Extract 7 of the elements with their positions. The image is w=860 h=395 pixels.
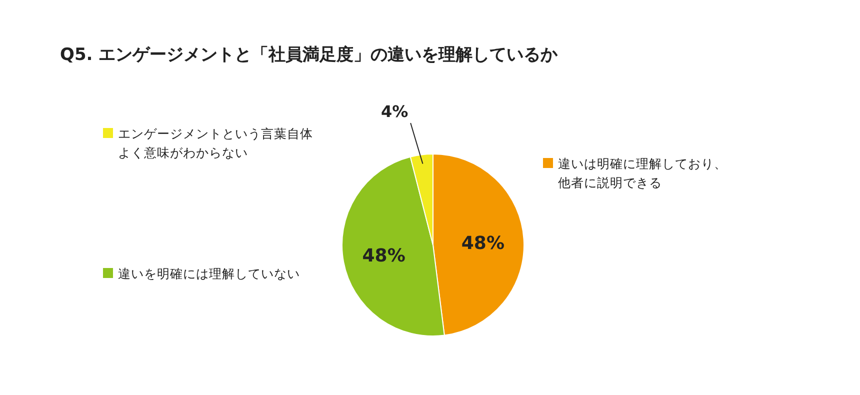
legend-label: 違いは明確に理解しており、他者に説明できる — [558, 156, 727, 190]
data-label: 4% — [380, 102, 408, 122]
data-label: 48% — [461, 232, 504, 254]
chart-title: Q5. エンゲージメントと「社員満足度」の違いを理解しているか — [60, 45, 559, 65]
legend-label: エンゲージメントという言葉自体よく意味がわからない — [118, 126, 313, 160]
legend-label: 違いを明確には理解していない — [118, 266, 300, 281]
data-label: 48% — [362, 245, 406, 266]
